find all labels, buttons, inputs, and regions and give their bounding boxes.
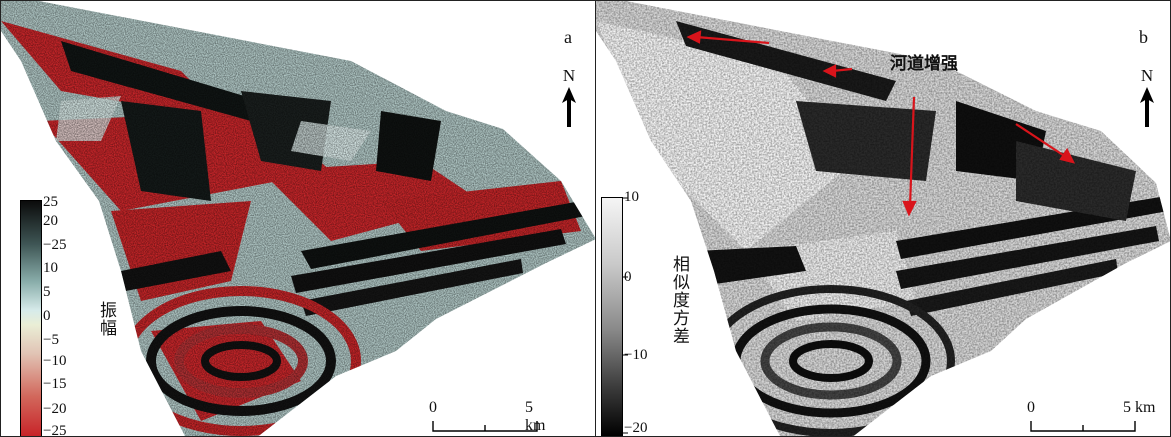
north-label-a: N: [562, 66, 576, 85]
amplitude-colorbar: [20, 200, 42, 436]
cbar-a-tick: 20: [43, 213, 58, 229]
scale-start-b: 0: [1027, 399, 1035, 416]
panel-a-label: a: [564, 27, 572, 47]
scale-end-b: 5 km: [1123, 399, 1156, 416]
panel-a-amplitude-map: a N 0 5 km 25 20 −25 10 5 0 −5 −10 −15 −…: [0, 0, 596, 437]
cbar-b-tick: 0: [624, 269, 632, 285]
north-arrow-b: N: [1137, 67, 1157, 134]
scale-line-b: [1030, 421, 1136, 432]
cbar-a-tick: −25: [43, 423, 67, 437]
north-label-b: N: [1140, 66, 1154, 85]
cbar-a-tick: −20: [43, 401, 67, 417]
north-arrow-icon: [562, 87, 576, 127]
scale-bar-b: 0 5 km: [1027, 399, 1157, 434]
similarity-variance-colorbar: [601, 197, 623, 436]
cbar-b-ticks: [622, 197, 628, 434]
channel-arrows: [686, 30, 1076, 217]
cbar-a-tick: 10: [43, 260, 58, 276]
cbar-a-tick: −5: [43, 332, 59, 348]
cbar-a-tick: −15: [43, 376, 67, 392]
scale-bar-a: 0 5 km: [429, 399, 549, 434]
similarity-variance-map-image: [596, 1, 1170, 436]
scale-start-a: 0: [429, 399, 437, 416]
panel-b-label: b: [1139, 27, 1148, 47]
scale-end-a: 5 km: [525, 399, 546, 434]
amplitude-map-image: [1, 1, 595, 436]
cbar-b-tick: −20: [624, 420, 648, 436]
cbar-b-tick: −10: [624, 347, 648, 363]
north-arrow-a: N: [559, 67, 579, 134]
similarity-variance-colorbar-title: 相似度方差: [669, 255, 689, 345]
cbar-a-tick: −10: [43, 353, 67, 369]
channel-enhancement-annotation: 河道增强: [890, 54, 958, 74]
cbar-b-tick: 10: [624, 189, 639, 205]
panel-b-similarity-variance-map: 河道增强 b N 0 5 km 10 0 −10 −20 相似度方差: [596, 0, 1171, 437]
cbar-a-tick: 5: [43, 284, 51, 300]
cbar-a-tick: 0: [43, 308, 51, 324]
scale-line-a: [432, 421, 538, 432]
cbar-a-tick: 25: [43, 194, 58, 210]
amplitude-colorbar-title: 振幅: [96, 301, 116, 337]
north-arrow-icon: [1140, 87, 1154, 127]
cbar-a-tick: −25: [43, 237, 67, 253]
